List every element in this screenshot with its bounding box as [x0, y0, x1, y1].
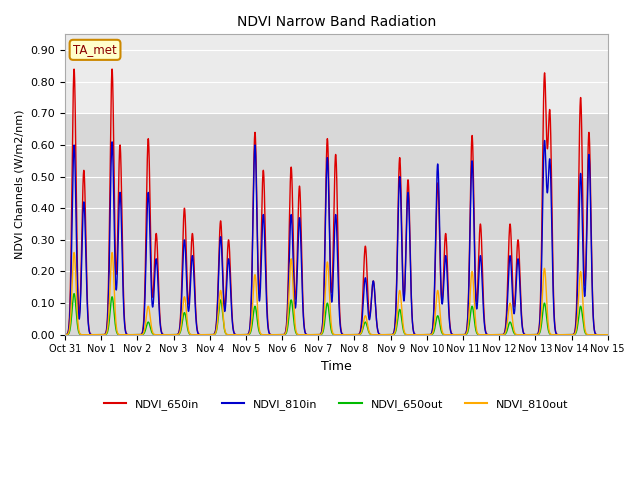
NDVI_650out	[160, 332, 168, 337]
NDVI_810in	[61, 332, 69, 337]
NDVI_650out	[387, 332, 394, 337]
NDVI_650out	[508, 322, 515, 327]
Bar	[65, 35, 608, 113]
NDVI_650out	[70, 291, 78, 297]
NDVI_650in	[61, 332, 69, 337]
X-axis label: Time: Time	[321, 360, 352, 373]
NDVI_810in	[508, 265, 515, 271]
NDVI_810out	[508, 306, 515, 312]
NDVI_650in	[467, 211, 474, 216]
Title: NDVI Narrow Band Radiation: NDVI Narrow Band Radiation	[237, 15, 436, 29]
NDVI_810in	[269, 332, 276, 337]
Y-axis label: NDVI Channels (W/m2/nm): NDVI Channels (W/m2/nm)	[15, 110, 25, 259]
Line: NDVI_650out: NDVI_650out	[65, 294, 608, 335]
Legend: NDVI_650in, NDVI_810in, NDVI_650out, NDVI_810out: NDVI_650in, NDVI_810in, NDVI_650out, NDV…	[99, 395, 573, 414]
NDVI_650in	[604, 332, 612, 337]
NDVI_650in	[387, 332, 394, 337]
NDVI_810in	[466, 232, 474, 238]
NDVI_810in	[387, 332, 394, 337]
NDVI_810out	[387, 332, 394, 337]
NDVI_650out	[467, 314, 474, 320]
NDVI_810in	[160, 332, 168, 337]
NDVI_810out	[414, 332, 422, 337]
NDVI_810out	[160, 332, 168, 337]
NDVI_650out	[414, 332, 422, 337]
Line: NDVI_650in: NDVI_650in	[65, 69, 608, 335]
NDVI_810in	[414, 332, 422, 337]
NDVI_810out	[467, 293, 474, 299]
NDVI_650in	[108, 66, 116, 72]
NDVI_810in	[604, 332, 612, 337]
NDVI_650in	[160, 332, 168, 337]
NDVI_810out	[604, 332, 612, 337]
NDVI_810out	[61, 332, 69, 337]
NDVI_650in	[508, 241, 515, 247]
NDVI_810out	[108, 250, 116, 255]
NDVI_650in	[414, 332, 422, 337]
NDVI_650out	[269, 332, 276, 337]
NDVI_810in	[541, 138, 548, 144]
NDVI_650out	[604, 332, 612, 337]
NDVI_810out	[269, 332, 276, 337]
Line: NDVI_810in: NDVI_810in	[65, 141, 608, 335]
Line: NDVI_810out: NDVI_810out	[65, 252, 608, 335]
NDVI_650out	[61, 332, 69, 337]
Bar	[65, 113, 608, 335]
Text: TA_met: TA_met	[73, 43, 117, 56]
NDVI_650in	[269, 332, 276, 337]
